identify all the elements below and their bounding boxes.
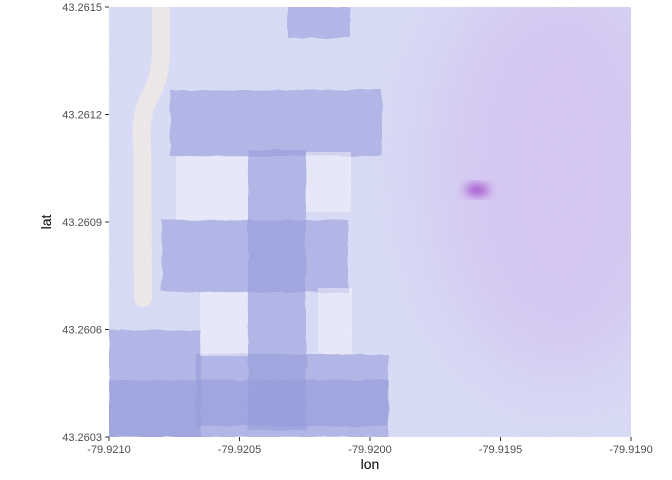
- x-tick-label: -79.9210: [87, 444, 130, 456]
- y-axis-title: lat: [38, 215, 54, 230]
- y-tick-label: 43.2603: [62, 432, 102, 444]
- y-tick-label: 43.2615: [62, 2, 102, 14]
- paper-grain-texture: [109, 7, 631, 437]
- y-tick-label: 43.2609: [62, 217, 102, 229]
- x-tick-label: -79.9205: [218, 444, 261, 456]
- x-tick-label: -79.9195: [479, 444, 522, 456]
- x-axis: -79.9210 -79.9205 -79.9200 -79.9195 -79.9190: [87, 437, 653, 456]
- y-tick-label: 43.2606: [62, 325, 102, 337]
- x-axis-title: lon: [361, 456, 380, 472]
- y-tick-label: 43.2612: [62, 110, 102, 122]
- basemap-tile: [109, 7, 631, 437]
- y-axis: 43.2603 43.2606 43.2609 43.2612 43.2615: [62, 2, 109, 444]
- x-tick-label: -79.9200: [348, 444, 391, 456]
- x-tick-label: -79.9190: [609, 444, 652, 456]
